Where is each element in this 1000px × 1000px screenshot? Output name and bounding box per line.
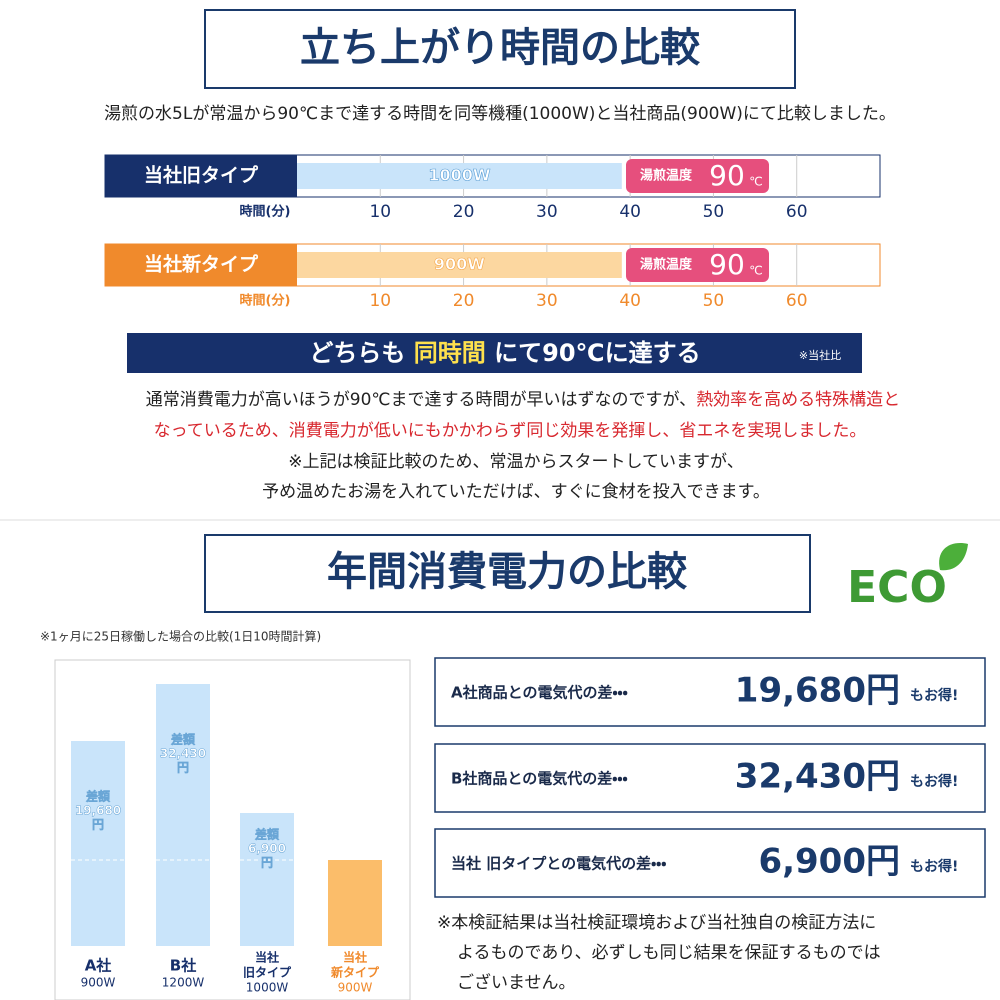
row-label: 当社旧タイプ [144, 164, 259, 187]
bar-diff-label: 6,900 [248, 842, 286, 856]
badge [626, 159, 769, 193]
bar [156, 684, 210, 946]
footnote: よるものであり、必ずしも同じ結果を保証するものでは [457, 943, 881, 963]
card [434, 657, 986, 727]
x-tick-label: 20 [453, 291, 475, 311]
card-label: 当社 旧タイプとの電気代の差・・・ [451, 855, 666, 873]
title-box [204, 534, 811, 613]
paragraph-line: 予め温めたお湯を入れていただけば、すぐに食材を投入できます。 [262, 482, 770, 502]
x-tick-label: 20 [453, 202, 475, 222]
bar-diff-label: 円 [92, 818, 104, 832]
badge [626, 248, 769, 282]
footnote: ※本検証結果は当社検証環境および当社独自の検証方法に [437, 913, 876, 933]
watt-label: 1000W [246, 981, 289, 995]
axis-label: 時間(分) [240, 293, 291, 309]
row-label: 当社新タイプ [144, 253, 259, 276]
bar-diff-label: 差額 [86, 789, 111, 804]
bar [240, 813, 294, 946]
card-label: A社商品との電気代の差・・・ [451, 684, 628, 702]
intro: 湯煎の水5Lが常温から90℃まで達する時間を同等機種(1000W)と当社商品(9… [104, 104, 896, 124]
bar [328, 860, 382, 946]
card-amount: 6,900円 [758, 842, 900, 882]
bar-label: 900W [434, 255, 485, 274]
x-tick-label: 50 [703, 291, 725, 311]
section-title: 年間消費電力の比較 [327, 549, 688, 595]
x-tick-label: 10 [369, 202, 391, 222]
badge-unit: ℃ [749, 264, 762, 278]
bar-diff-label: 32,430 [160, 747, 206, 761]
badge-unit: ℃ [749, 175, 762, 189]
x-tick-label: 30 [536, 202, 558, 222]
x-tick-label: 40 [619, 291, 641, 311]
category-label: 新タイプ [330, 965, 380, 980]
banner [127, 333, 862, 373]
x-tick-label: 10 [369, 291, 391, 311]
card-amount: 19,680円 [735, 671, 900, 711]
x-tick-label: 60 [786, 202, 808, 222]
banner-note: ※当社比 [799, 348, 841, 362]
banner-text: どちらも 同時間 にて90℃に達する [309, 339, 700, 367]
eco-logo: ECO [847, 562, 947, 613]
bar-diff-label: 円 [261, 856, 273, 870]
category-label: 当社 [255, 950, 279, 965]
banner-highlight: 同時間 [414, 339, 486, 367]
badge-value: 90 [709, 159, 745, 192]
eco-leaf [939, 543, 968, 571]
bar [297, 163, 622, 189]
card [434, 828, 986, 898]
bar-diff-label: 円 [177, 761, 189, 775]
bar-diff-label: 差額 [255, 827, 280, 842]
card-label: B社商品との電気代の差・・・ [451, 770, 628, 788]
paragraph-line: ※上記は検証比較のため、常温からスタートしていますが、 [288, 452, 743, 472]
card-suffix: もお得! [910, 687, 958, 704]
watt-label: 900W [338, 981, 373, 995]
banner-before: どちらも [309, 339, 405, 367]
category-label: 当社 [343, 950, 367, 965]
watt-label: 900W [81, 976, 116, 990]
x-tick-label: 50 [703, 202, 725, 222]
badge-text: 湯煎温度 [640, 168, 693, 184]
bar-label: 1000W [428, 166, 491, 185]
card [434, 743, 986, 813]
card-amount: 32,430円 [735, 757, 900, 797]
note: ※1ヶ月に25日稼働した場合の比較(1日10時間計算) [40, 629, 321, 644]
row-label-box [105, 155, 297, 197]
watt-label: 1200W [162, 976, 205, 990]
section-title: 立ち上がり時間の比較 [300, 25, 701, 71]
category-label: A社 [85, 957, 112, 975]
bar-diff-label: 19,680 [75, 804, 121, 818]
category-label: 旧タイプ [243, 965, 292, 980]
text: 通常消費電力が高いほうが90℃まで達する時間が早いはずなのですが、 [146, 390, 696, 410]
bar-diff-label: 差額 [171, 732, 196, 747]
footnote: ございません。 [457, 972, 576, 993]
x-tick-label: 40 [619, 202, 641, 222]
badge-text: 湯煎温度 [640, 257, 693, 273]
banner-after: にて90℃に達する [494, 339, 700, 367]
card-suffix: もお得! [910, 858, 958, 875]
bar [297, 252, 622, 278]
card-suffix: もお得! [910, 773, 958, 790]
paragraph-line: なっているため、消費電力が低いにもかかわらず同じ効果を発揮し、省エネを実現しまし… [154, 421, 867, 441]
axis-label: 時間(分) [240, 204, 291, 220]
red-text: 熱効率を高める特殊構造と [696, 390, 900, 410]
x-tick-label: 60 [786, 291, 808, 311]
bar [71, 741, 125, 946]
title-box [204, 9, 796, 89]
badge-value: 90 [709, 248, 745, 281]
x-tick-label: 30 [536, 291, 558, 311]
row-label-box [105, 244, 297, 286]
paragraph-line: 通常消費電力が高いほうが90℃まで達する時間が早いはずなのですが、熱効率を高める… [146, 390, 900, 410]
category-label: B社 [170, 957, 196, 975]
